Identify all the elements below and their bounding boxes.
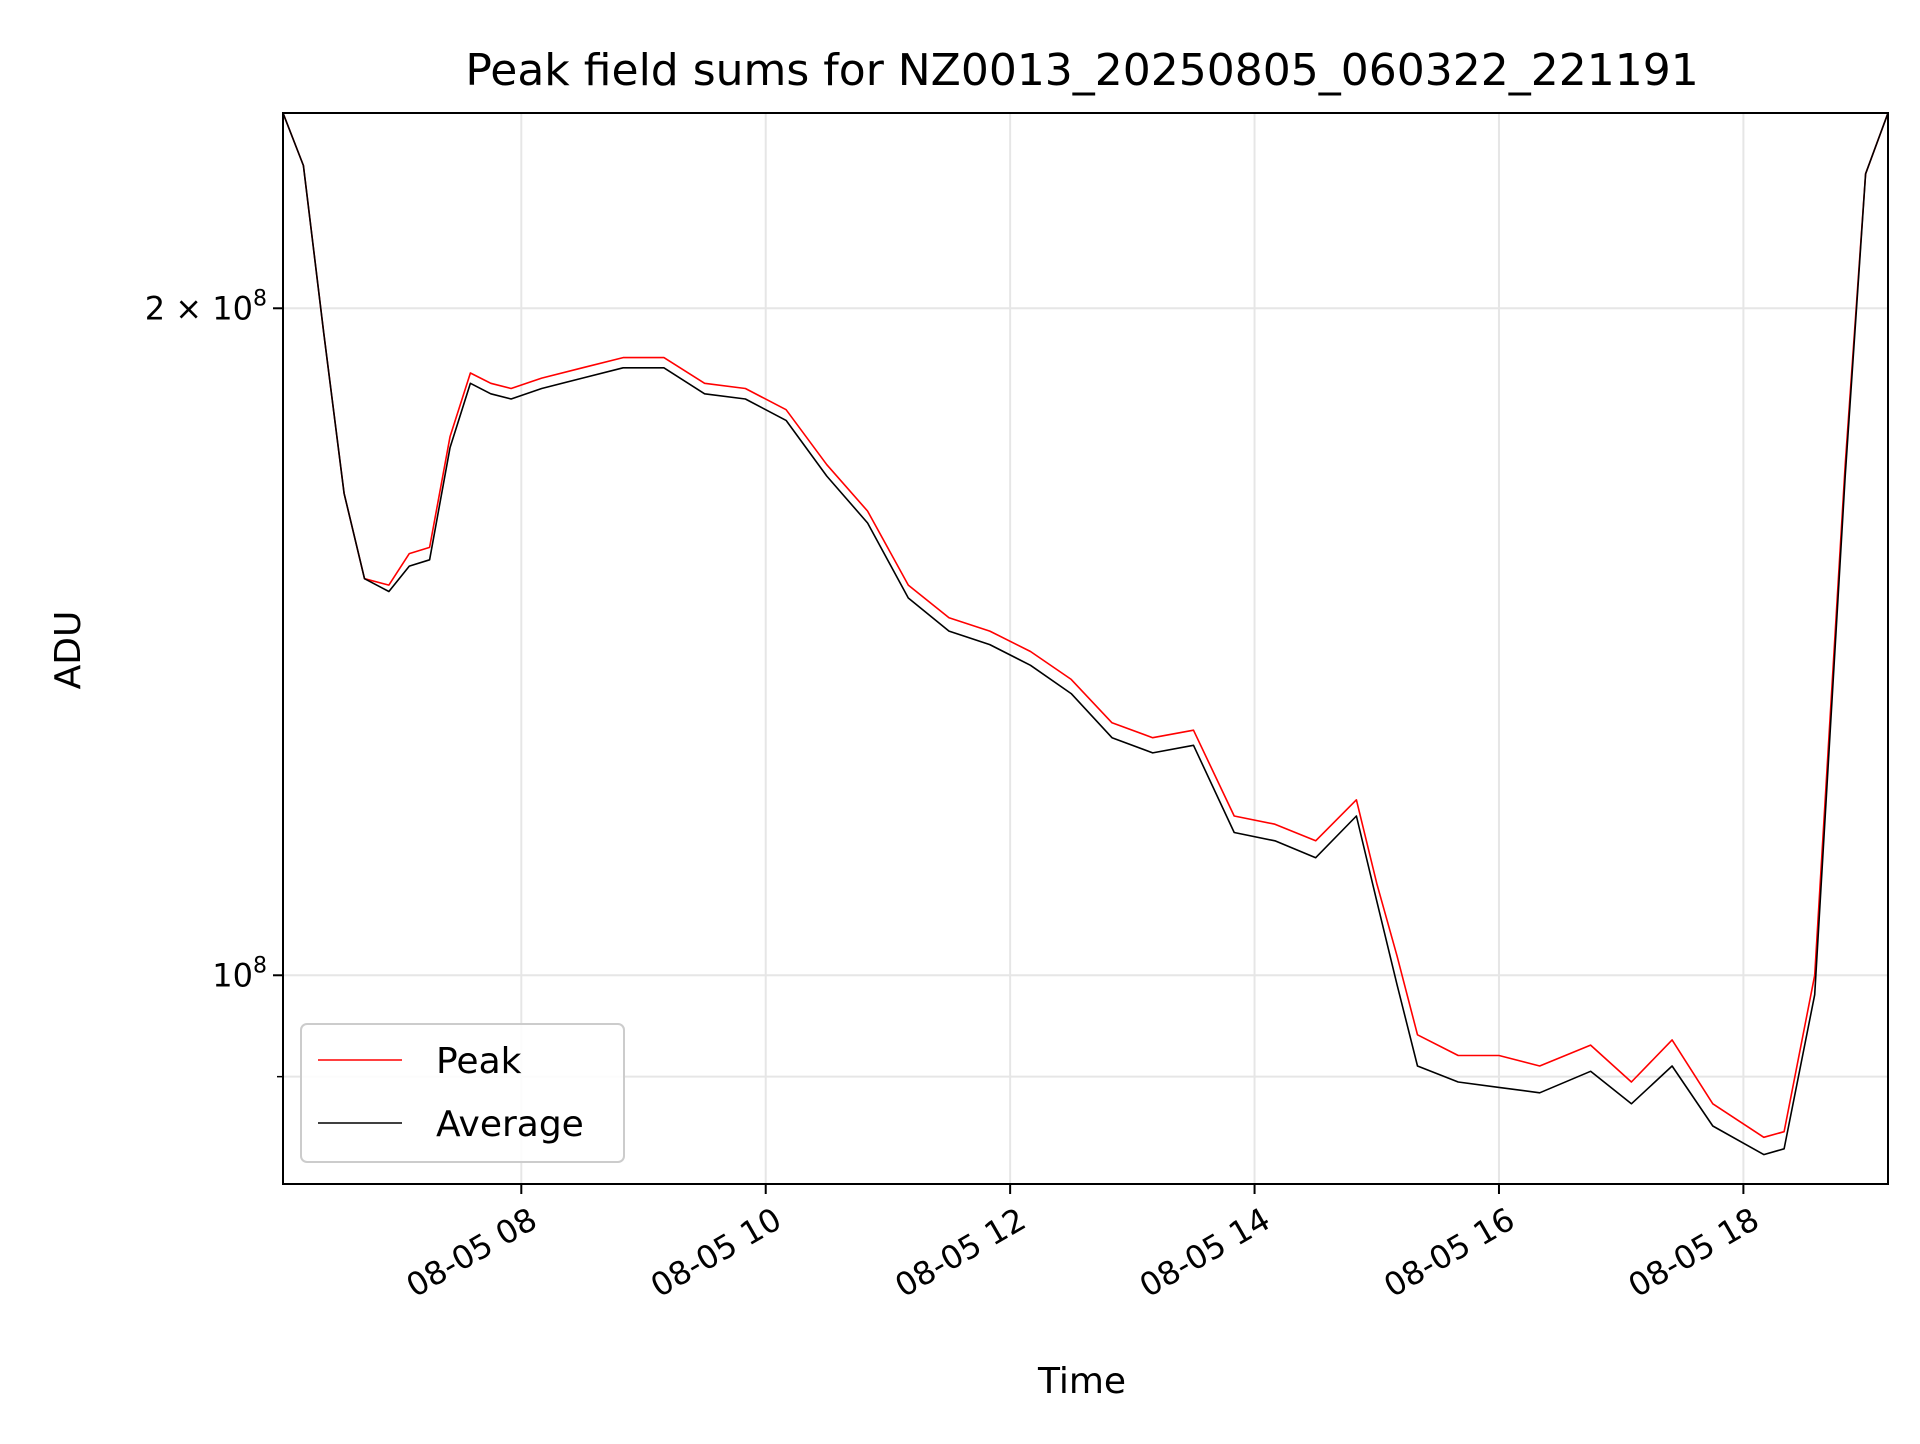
- x-axis-label: Time: [1037, 1361, 1126, 1402]
- series-line-average: [283, 113, 1888, 1156]
- chart-title: Peak field sums for NZ0013_20250805_0603…: [465, 45, 1698, 96]
- legend: Peak Average: [300, 1023, 625, 1163]
- grid-lines: [283, 113, 1888, 1184]
- data-series: [283, 113, 1888, 1156]
- legend-box: [300, 1023, 625, 1163]
- legend-label-peak: Peak: [436, 1041, 522, 1082]
- y-axis-label: ADU: [48, 611, 89, 690]
- y-tick-label: 2 × 108: [145, 286, 267, 327]
- y-tick-label: 108: [212, 953, 267, 994]
- plot-frame: [282, 112, 1889, 1185]
- legend-label-average: Average: [436, 1104, 584, 1145]
- series-line-peak: [283, 113, 1888, 1139]
